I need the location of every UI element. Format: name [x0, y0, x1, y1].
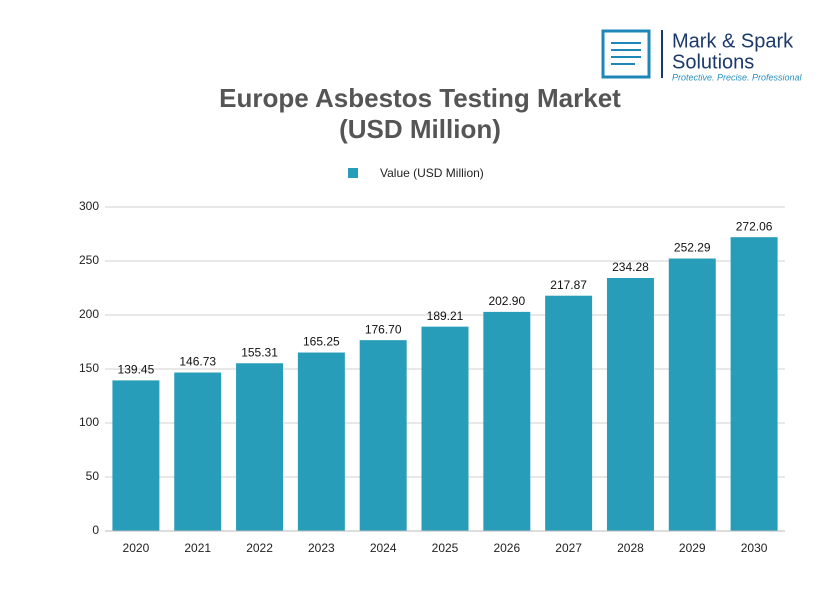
- data-label: 189.21: [427, 309, 464, 323]
- y-tick-label: 50: [86, 469, 100, 483]
- y-tick-label: 0: [92, 523, 99, 537]
- bar: [421, 326, 469, 531]
- x-tick-label: 2028: [617, 541, 644, 555]
- bar: [297, 352, 345, 531]
- x-tick-label: 2024: [370, 541, 397, 555]
- logo-tagline: Protective. Precise. Professional: [672, 72, 803, 82]
- data-label: 155.31: [241, 345, 278, 359]
- x-tick-label: 2021: [184, 541, 211, 555]
- bar: [606, 277, 654, 531]
- data-label: 202.90: [488, 294, 525, 308]
- x-tick-label: 2030: [741, 541, 768, 555]
- y-tick-label: 300: [79, 199, 99, 213]
- x-tick-label: 2025: [432, 541, 459, 555]
- data-label: 272.06: [736, 219, 773, 233]
- bar: [359, 340, 407, 531]
- x-tick-label: 2027: [555, 541, 582, 555]
- x-tick-label: 2029: [679, 541, 706, 555]
- chart-title: Europe Asbestos Testing Market: [219, 83, 621, 113]
- logo-icon: [601, 29, 651, 79]
- x-tick-label: 2020: [123, 541, 150, 555]
- data-label: 252.29: [674, 241, 711, 255]
- data-label: 139.45: [118, 363, 155, 377]
- bar: [174, 372, 222, 531]
- y-tick-label: 100: [79, 415, 99, 429]
- y-tick-label: 250: [79, 253, 99, 267]
- data-label: 234.28: [612, 260, 649, 274]
- x-tick-label: 2026: [493, 541, 520, 555]
- logo-name: Mark & Spark: [672, 30, 794, 52]
- bar: [668, 258, 716, 531]
- legend-label: Value (USD Million): [380, 166, 484, 180]
- data-label: 146.73: [179, 355, 216, 369]
- logo: Mark & Spark Solutions Protective. Preci…: [601, 29, 803, 82]
- x-tick-label: 2023: [308, 541, 335, 555]
- data-label: 176.70: [365, 322, 402, 336]
- bar: [483, 311, 531, 531]
- bar: [236, 363, 284, 531]
- logo-name: Solutions: [672, 51, 754, 73]
- bar: [545, 295, 593, 531]
- chart-title: (USD Million): [339, 114, 501, 144]
- x-tick-label: 2022: [246, 541, 273, 555]
- legend-swatch: [348, 168, 358, 178]
- data-label: 165.25: [303, 335, 340, 349]
- y-tick-label: 200: [79, 307, 99, 321]
- bar: [730, 237, 778, 531]
- bar: [112, 380, 160, 531]
- data-label: 217.87: [550, 278, 587, 292]
- y-tick-label: 150: [79, 361, 99, 375]
